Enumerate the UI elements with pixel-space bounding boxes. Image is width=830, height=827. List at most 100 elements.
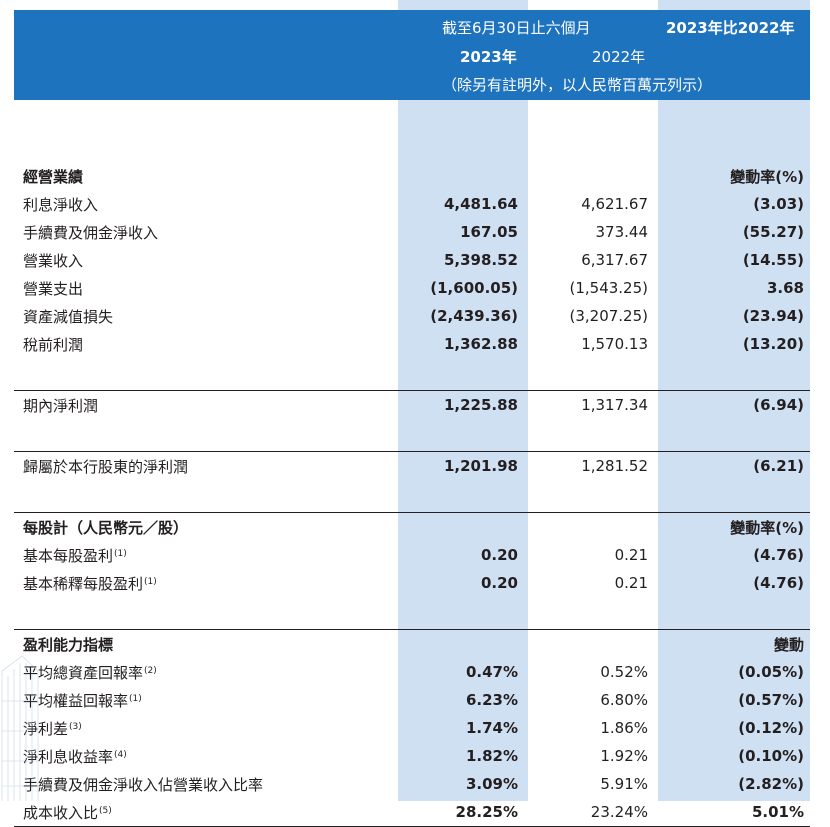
value-2022: 5.91% xyxy=(600,775,648,793)
value-change: (0.12%) xyxy=(738,719,804,737)
row-label: 營業支出 xyxy=(14,274,398,302)
value-2022: 0.21 xyxy=(614,574,648,592)
value-2022: 4,621.67 xyxy=(581,195,648,213)
value-2022: 0.52% xyxy=(600,663,648,681)
row-label-text: 淨利差 xyxy=(23,719,69,738)
value-2022: 6,317.67 xyxy=(581,251,648,269)
value-2023: 0.20 xyxy=(480,546,518,564)
row-label-text: 手續費及佣金淨收入佔營業收入比率 xyxy=(23,775,264,794)
year-2023-label: 2023年 xyxy=(460,48,517,66)
value-2023: 3.09% xyxy=(465,775,518,793)
row-label-text: 歸屬於本行股東的淨利潤 xyxy=(23,457,189,476)
value-change: (23.94) xyxy=(742,307,804,325)
row-label: 成本收入比(5) xyxy=(14,798,398,827)
value-2023: 28.25% xyxy=(398,798,528,827)
financial-summary-page: 截至6月30日止六個月 2023年比2022年 2023年 2022年 （除另有… xyxy=(1,0,810,827)
table-row: 利息淨收入 4,481.64 4,621.67 (3.03) xyxy=(14,190,810,218)
value-change: (0.05%) xyxy=(738,663,804,681)
row-label-text: 資產減值損失 xyxy=(23,307,114,326)
value-change: (2.82%) xyxy=(738,775,804,793)
value-change: (13.20) xyxy=(742,335,804,353)
row-label-text: 淨利息收益率 xyxy=(23,747,114,766)
table-row: 平均權益回報率(1) 6.23% 6.80% (0.57%) xyxy=(14,686,810,714)
value-2023: 1,225.88 xyxy=(398,390,528,419)
footnote-marker: (1) xyxy=(144,576,157,587)
value-change: 5.01% xyxy=(658,798,810,827)
table-row: 成本收入比(5) 28.25% 23.24% 5.01% xyxy=(14,798,810,827)
footnote-marker: (1) xyxy=(129,693,142,704)
row-label: 淨利息收益率(4) xyxy=(14,742,398,770)
value-2023: 6.23% xyxy=(465,691,518,709)
footnote-marker: (5) xyxy=(99,805,112,816)
value-2022: 1,317.34 xyxy=(528,390,658,419)
table-row: 手續費及佣金淨收入 167.05 373.44 (55.27) xyxy=(14,218,810,246)
table-row: 營業收入 5,398.52 6,317.67 (14.55) xyxy=(14,246,810,274)
row-label: 資產減值損失 xyxy=(14,302,398,330)
row-label: 歸屬於本行股東的淨利潤 xyxy=(14,451,398,480)
row-label-text: 營業收入 xyxy=(23,251,84,270)
table-row: 期內淨利潤 1,225.88 1,317.34 (6.94) xyxy=(14,390,810,419)
row-label-text: 手續費及佣金淨收入 xyxy=(23,223,159,242)
value-2023: (1,600.05) xyxy=(430,279,518,297)
spacer-row xyxy=(14,134,810,162)
table-header: 截至6月30日止六個月 2023年比2022年 2023年 2022年 （除另有… xyxy=(14,10,810,100)
table-row: 資產減值損失 (2,439.36) (3,207.25) (23.94) xyxy=(14,302,810,330)
value-change: (6.94) xyxy=(658,390,810,419)
row-label: 期內淨利潤 xyxy=(14,390,398,419)
period-label: 截至6月30日止六個月 xyxy=(442,19,591,37)
row-label-text: 基本稀釋每股盈利 xyxy=(23,574,144,593)
table-row: 平均總資產回報率(2) 0.47% 0.52% (0.05%) xyxy=(14,658,810,686)
change-column-header: 變動率(%) xyxy=(658,512,810,541)
row-label-text: 利息淨收入 xyxy=(23,195,99,214)
row-label: 基本每股盈利(1) xyxy=(14,541,398,569)
row-label-text: 營業支出 xyxy=(23,279,84,298)
table-row: 淨利差(3) 1.74% 1.86% (0.12%) xyxy=(14,714,810,742)
value-change: (4.76) xyxy=(753,574,804,592)
spacer-row xyxy=(14,358,810,391)
change-column-header: 變動率(%) xyxy=(730,167,804,186)
footnote-marker: (2) xyxy=(144,665,157,676)
spacer-row xyxy=(14,597,810,630)
value-2023: 0.47% xyxy=(465,663,518,681)
value-2022: 1,570.13 xyxy=(581,335,648,353)
value-2023: 1,201.98 xyxy=(398,451,528,480)
row-label: 利息淨收入 xyxy=(14,190,398,218)
spacer-row xyxy=(14,480,810,513)
section-title: 經營業績 xyxy=(23,167,84,186)
row-label-text: 平均總資產回報率 xyxy=(23,663,144,682)
table-row: 基本稀釋每股盈利(1) 0.20 0.21 (4.76) xyxy=(14,569,810,597)
value-2022: (3,207.25) xyxy=(569,307,648,325)
table-row: 基本每股盈利(1) 0.20 0.21 (4.76) xyxy=(14,541,810,569)
row-label-text: 期內淨利潤 xyxy=(23,396,99,415)
change-column-header: 變動 xyxy=(658,629,810,658)
unit-note: （除另有註明外，以人民幣百萬元列示） xyxy=(442,76,713,94)
row-label: 平均總資產回報率(2) xyxy=(14,658,398,686)
row-label-text: 稅前利潤 xyxy=(23,335,84,354)
table-row: 稅前利潤 1,362.88 1,570.13 (13.20) xyxy=(14,330,810,358)
financial-table: 經營業績 變動率(%) 利息淨收入 4,481.64 4,621.67 (3.03) 手續費… xyxy=(14,134,810,827)
value-2023: 0.20 xyxy=(480,574,518,592)
footnote-marker: (3) xyxy=(69,721,82,732)
value-2022: 1,281.52 xyxy=(528,451,658,480)
row-label: 營業收入 xyxy=(14,246,398,274)
change-label: 2023年比2022年 xyxy=(666,19,795,37)
value-2022: 0.21 xyxy=(614,546,648,564)
value-change: (4.76) xyxy=(753,546,804,564)
value-2022: (1,543.25) xyxy=(569,279,648,297)
row-label: 基本稀釋每股盈利(1) xyxy=(14,569,398,597)
table-row: 歸屬於本行股東的淨利潤 1,201.98 1,281.52 (6.21) xyxy=(14,451,810,480)
value-change: 3.68 xyxy=(766,279,804,297)
value-2022: 6.80% xyxy=(600,691,648,709)
value-change: (0.57%) xyxy=(738,691,804,709)
footnote-marker: (1) xyxy=(114,548,127,559)
row-label: 稅前利潤 xyxy=(14,330,398,358)
section-title: 盈利能力指標 xyxy=(14,629,398,658)
table-row: 淨利息收益率(4) 1.82% 1.92% (0.10%) xyxy=(14,742,810,770)
value-change: (3.03) xyxy=(753,195,804,213)
value-2023: (2,439.36) xyxy=(430,307,518,325)
section-header-row: 盈利能力指標 變動 xyxy=(14,629,810,658)
table-row: 營業支出 (1,600.05) (1,543.25) 3.68 xyxy=(14,274,810,302)
value-2022: 23.24% xyxy=(528,798,658,827)
value-2023: 5,398.52 xyxy=(443,251,518,269)
row-label: 平均權益回報率(1) xyxy=(14,686,398,714)
